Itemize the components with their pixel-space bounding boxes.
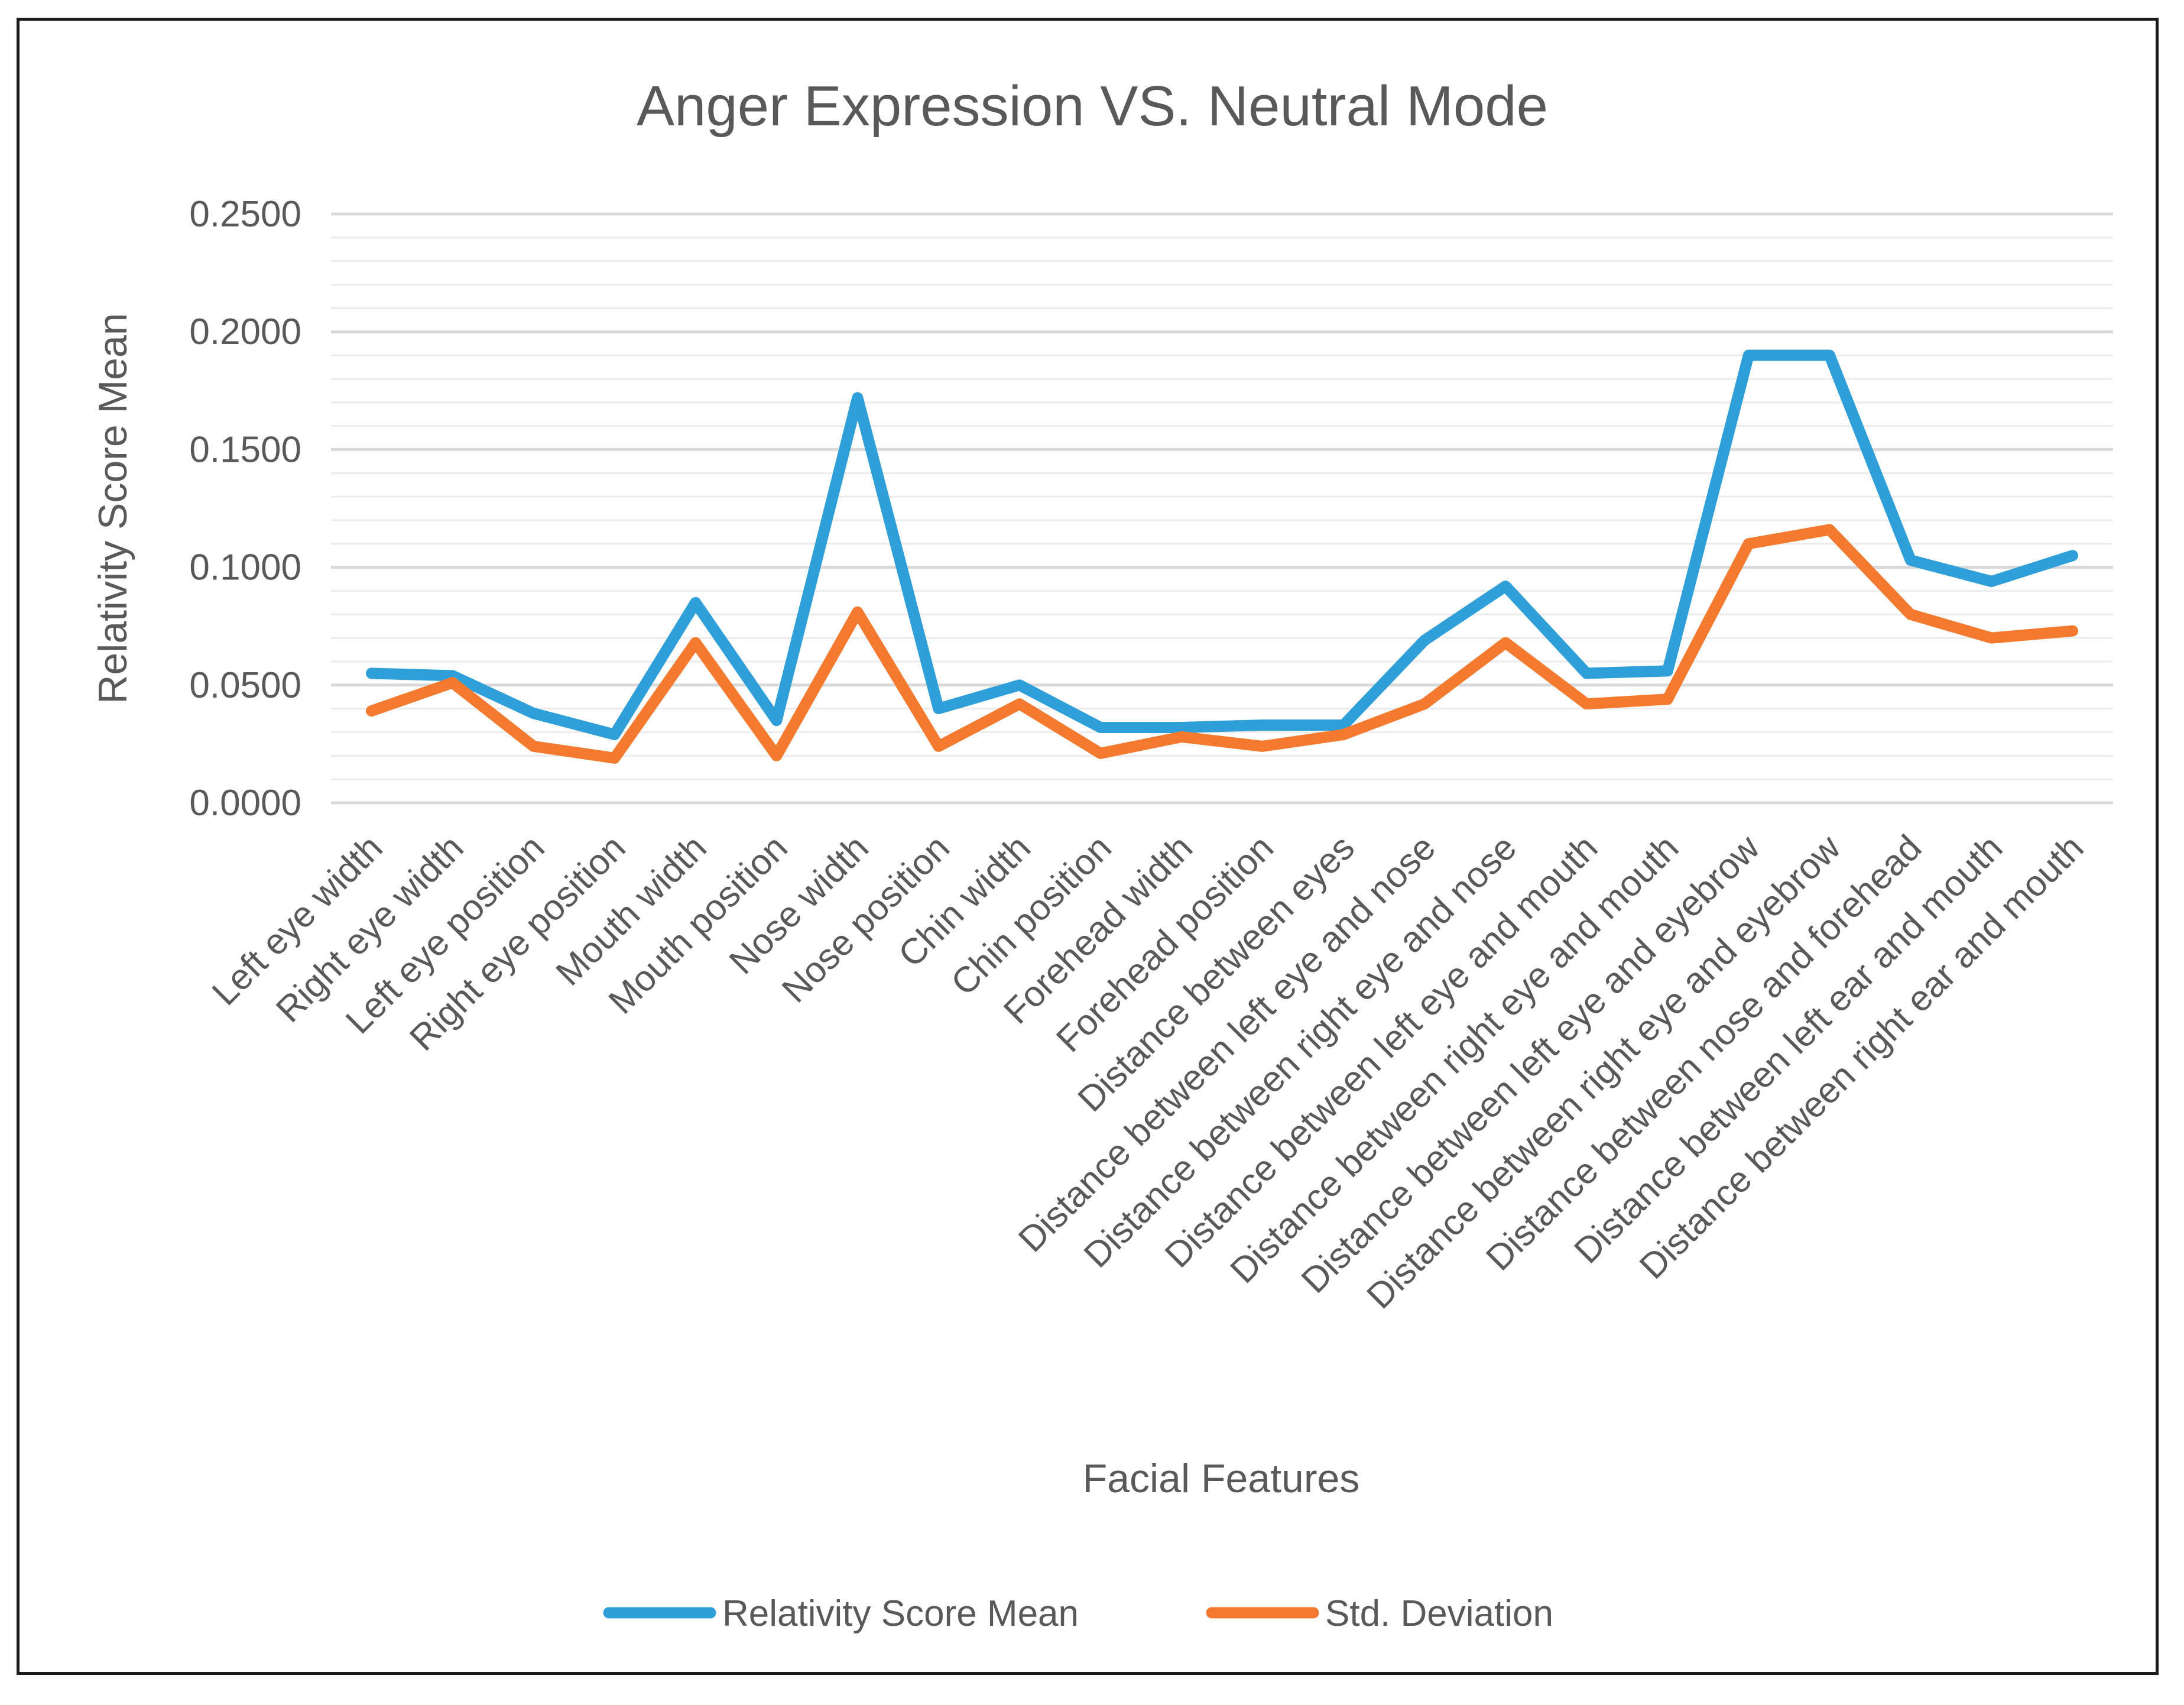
data-point bbox=[1748, 543, 1749, 544]
legend-label: Relativity Score Mean bbox=[722, 1593, 1079, 1634]
data-point bbox=[533, 745, 534, 747]
data-point bbox=[1019, 704, 1020, 705]
data-point bbox=[695, 642, 696, 643]
y-axis-ticks: 0.0000 0.0500 0.1000 0.1500 0.2000 0.2500 bbox=[189, 194, 301, 824]
data-point bbox=[1019, 685, 1020, 686]
data-point bbox=[1748, 355, 1749, 356]
data-point bbox=[1100, 753, 1101, 754]
data-point bbox=[1262, 745, 1263, 747]
data-point bbox=[452, 682, 453, 683]
data-point bbox=[857, 397, 858, 398]
data-point bbox=[938, 745, 939, 747]
y-tick-label: 0.0500 bbox=[189, 665, 301, 706]
data-point bbox=[1586, 673, 1587, 674]
data-point bbox=[533, 713, 534, 714]
legend-label: Std. Deviation bbox=[1325, 1593, 1553, 1634]
y-tick-label: 0.1500 bbox=[189, 429, 301, 470]
data-point bbox=[614, 757, 615, 759]
data-point bbox=[1181, 727, 1182, 728]
data-point bbox=[1100, 727, 1101, 728]
data-point bbox=[1910, 560, 1911, 561]
y-tick-label: 0.0000 bbox=[189, 783, 301, 824]
data-point bbox=[1505, 585, 1506, 586]
series-line-std-deviation bbox=[366, 524, 2078, 764]
data-point bbox=[1991, 637, 1992, 638]
data-point bbox=[614, 734, 615, 735]
data-point bbox=[1343, 734, 1344, 735]
data-point bbox=[1181, 736, 1182, 737]
y-tick-label: 0.1000 bbox=[189, 547, 301, 588]
data-point bbox=[1505, 642, 1506, 643]
data-point bbox=[1424, 640, 1425, 641]
legend: Relativity Score Mean Std. Deviation bbox=[603, 1593, 1553, 1634]
data-point bbox=[1829, 529, 1830, 530]
data-point bbox=[371, 673, 372, 674]
data-point bbox=[1343, 725, 1344, 726]
y-tick-label: 0.2500 bbox=[189, 194, 301, 235]
data-point bbox=[776, 720, 777, 721]
data-point bbox=[1910, 614, 1911, 615]
data-point bbox=[452, 675, 453, 676]
data-point bbox=[2072, 630, 2073, 631]
series-line-relativity-score-mean bbox=[366, 349, 2078, 740]
gridlines bbox=[331, 212, 2113, 805]
data-point bbox=[695, 602, 696, 603]
series-lines bbox=[366, 349, 2078, 764]
data-point bbox=[1586, 704, 1587, 705]
data-point bbox=[1829, 355, 1830, 356]
data-point bbox=[1262, 725, 1263, 726]
data-point bbox=[1667, 670, 1668, 672]
data-point bbox=[371, 711, 372, 712]
data-point bbox=[1424, 704, 1425, 705]
data-point bbox=[1991, 581, 1992, 582]
chart-frame bbox=[17, 18, 2159, 1675]
data-point bbox=[2072, 555, 2073, 556]
data-point bbox=[776, 755, 777, 756]
x-axis-title: Facial Features bbox=[1083, 1456, 1360, 1501]
chart-title: Anger Expression VS. Neutral Mode bbox=[637, 74, 1548, 138]
data-point bbox=[938, 708, 939, 709]
data-point bbox=[857, 611, 858, 612]
data-point bbox=[1667, 699, 1668, 700]
y-axis-title: Relativity Score Mean bbox=[90, 313, 135, 704]
y-tick-label: 0.2000 bbox=[189, 312, 301, 352]
